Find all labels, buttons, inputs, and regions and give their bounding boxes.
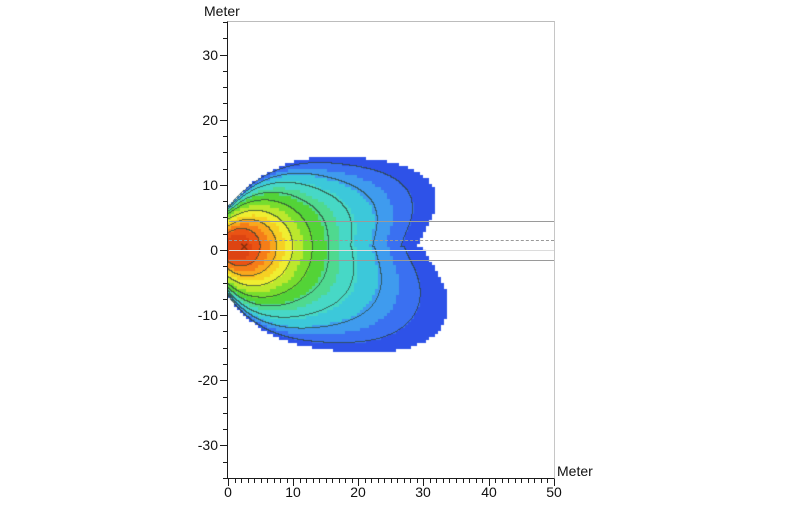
x-axis-minor-tick — [241, 479, 242, 483]
isolux-contour-canvas — [228, 22, 554, 478]
y-axis-minor-tick — [223, 462, 227, 463]
y-axis-minor-tick — [223, 331, 227, 332]
y-axis-minor-tick — [223, 413, 227, 414]
x-axis-minor-tick — [541, 479, 542, 483]
y-axis-minor-tick — [223, 71, 227, 72]
x-axis-minor-tick — [365, 479, 366, 483]
x-axis-minor-tick — [287, 479, 288, 483]
y-axis-minor-tick — [223, 283, 227, 284]
x-axis-minor-tick — [404, 479, 405, 483]
x-axis-minor-tick — [436, 479, 437, 483]
x-axis-minor-tick — [449, 479, 450, 483]
y-axis-major-tick — [220, 315, 227, 316]
x-axis-minor-tick — [391, 479, 392, 483]
x-axis-minor-tick — [547, 479, 548, 483]
y-axis-major-tick — [220, 55, 227, 56]
x-axis-minor-tick — [397, 479, 398, 483]
x-tick-label: 0 — [224, 484, 232, 500]
x-axis-minor-tick — [235, 479, 236, 483]
x-axis-minor-tick — [261, 479, 262, 483]
x-axis-minor-tick — [463, 479, 464, 483]
x-axis-minor-tick — [274, 479, 275, 483]
y-axis-minor-tick — [223, 478, 227, 479]
y-tick-label: 0 — [210, 242, 218, 258]
y-axis-title: Meter — [204, 3, 240, 19]
y-axis-minor-tick — [223, 103, 227, 104]
y-tick-label: -10 — [197, 307, 218, 323]
y-axis-minor-tick — [223, 136, 227, 137]
y-axis-major-tick — [220, 380, 227, 381]
y-axis-minor-tick — [223, 299, 227, 300]
x-tick-label: 40 — [481, 484, 497, 500]
x-tick-label: 50 — [546, 484, 562, 500]
x-axis-minor-tick — [332, 479, 333, 483]
y-tick-label: -30 — [197, 437, 218, 453]
x-axis-minor-tick — [300, 479, 301, 483]
x-axis-minor-tick — [515, 479, 516, 483]
y-axis-minor-tick — [223, 201, 227, 202]
x-tick-label: 10 — [285, 484, 301, 500]
y-axis-major-tick — [220, 185, 227, 186]
x-axis-minor-tick — [528, 479, 529, 483]
x-axis-minor-tick — [495, 479, 496, 483]
y-tick-label: 30 — [202, 47, 218, 63]
y-axis-minor-tick — [223, 22, 227, 23]
x-axis-major-tick — [423, 479, 424, 486]
x-axis-minor-tick — [502, 479, 503, 483]
x-axis-major-tick — [489, 479, 490, 486]
x-axis-minor-tick — [254, 479, 255, 483]
x-axis-minor-tick — [443, 479, 444, 483]
x-axis-minor-tick — [482, 479, 483, 483]
x-tick-label: 20 — [350, 484, 366, 500]
x-axis-minor-tick — [319, 479, 320, 483]
y-axis-major-tick — [220, 250, 227, 251]
x-axis-minor-tick — [345, 479, 346, 483]
y-axis-minor-tick — [223, 429, 227, 430]
x-axis-minor-tick — [326, 479, 327, 483]
x-axis-minor-tick — [521, 479, 522, 483]
x-axis-minor-tick — [534, 479, 535, 483]
x-axis-major-tick — [228, 479, 229, 486]
x-axis-major-tick — [358, 479, 359, 486]
x-axis-minor-tick — [476, 479, 477, 483]
y-axis-major-tick — [220, 445, 227, 446]
y-tick-label: -20 — [197, 372, 218, 388]
x-axis-minor-tick — [306, 479, 307, 483]
y-axis-minor-tick — [223, 364, 227, 365]
x-axis-minor-tick — [508, 479, 509, 483]
x-axis-minor-tick — [417, 479, 418, 483]
x-axis-minor-tick — [410, 479, 411, 483]
y-axis-minor-tick — [223, 169, 227, 170]
y-axis-minor-tick — [223, 266, 227, 267]
x-axis-minor-tick — [339, 479, 340, 483]
y-axis-minor-tick — [223, 234, 227, 235]
x-axis-minor-tick — [430, 479, 431, 483]
x-axis-minor-tick — [352, 479, 353, 483]
y-axis-minor-tick — [223, 87, 227, 88]
y-axis-minor-tick — [223, 217, 227, 218]
x-axis-minor-tick — [469, 479, 470, 483]
y-tick-label: 20 — [202, 112, 218, 128]
x-axis-minor-tick — [384, 479, 385, 483]
x-axis-minor-tick — [267, 479, 268, 483]
x-axis-minor-tick — [248, 479, 249, 483]
x-axis-minor-tick — [313, 479, 314, 483]
x-axis-major-tick — [293, 479, 294, 486]
x-axis-major-tick — [554, 479, 555, 486]
x-axis-minor-tick — [378, 479, 379, 483]
y-tick-label: 10 — [202, 177, 218, 193]
y-axis-major-tick — [220, 120, 227, 121]
x-axis-minor-tick — [371, 479, 372, 483]
x-axis-minor-tick — [280, 479, 281, 483]
x-axis-title: Meter — [557, 463, 593, 479]
y-axis-minor-tick — [223, 348, 227, 349]
x-axis-minor-tick — [456, 479, 457, 483]
y-axis-minor-tick — [223, 152, 227, 153]
y-axis-minor-tick — [223, 38, 227, 39]
x-tick-label: 30 — [415, 484, 431, 500]
y-axis-minor-tick — [223, 397, 227, 398]
